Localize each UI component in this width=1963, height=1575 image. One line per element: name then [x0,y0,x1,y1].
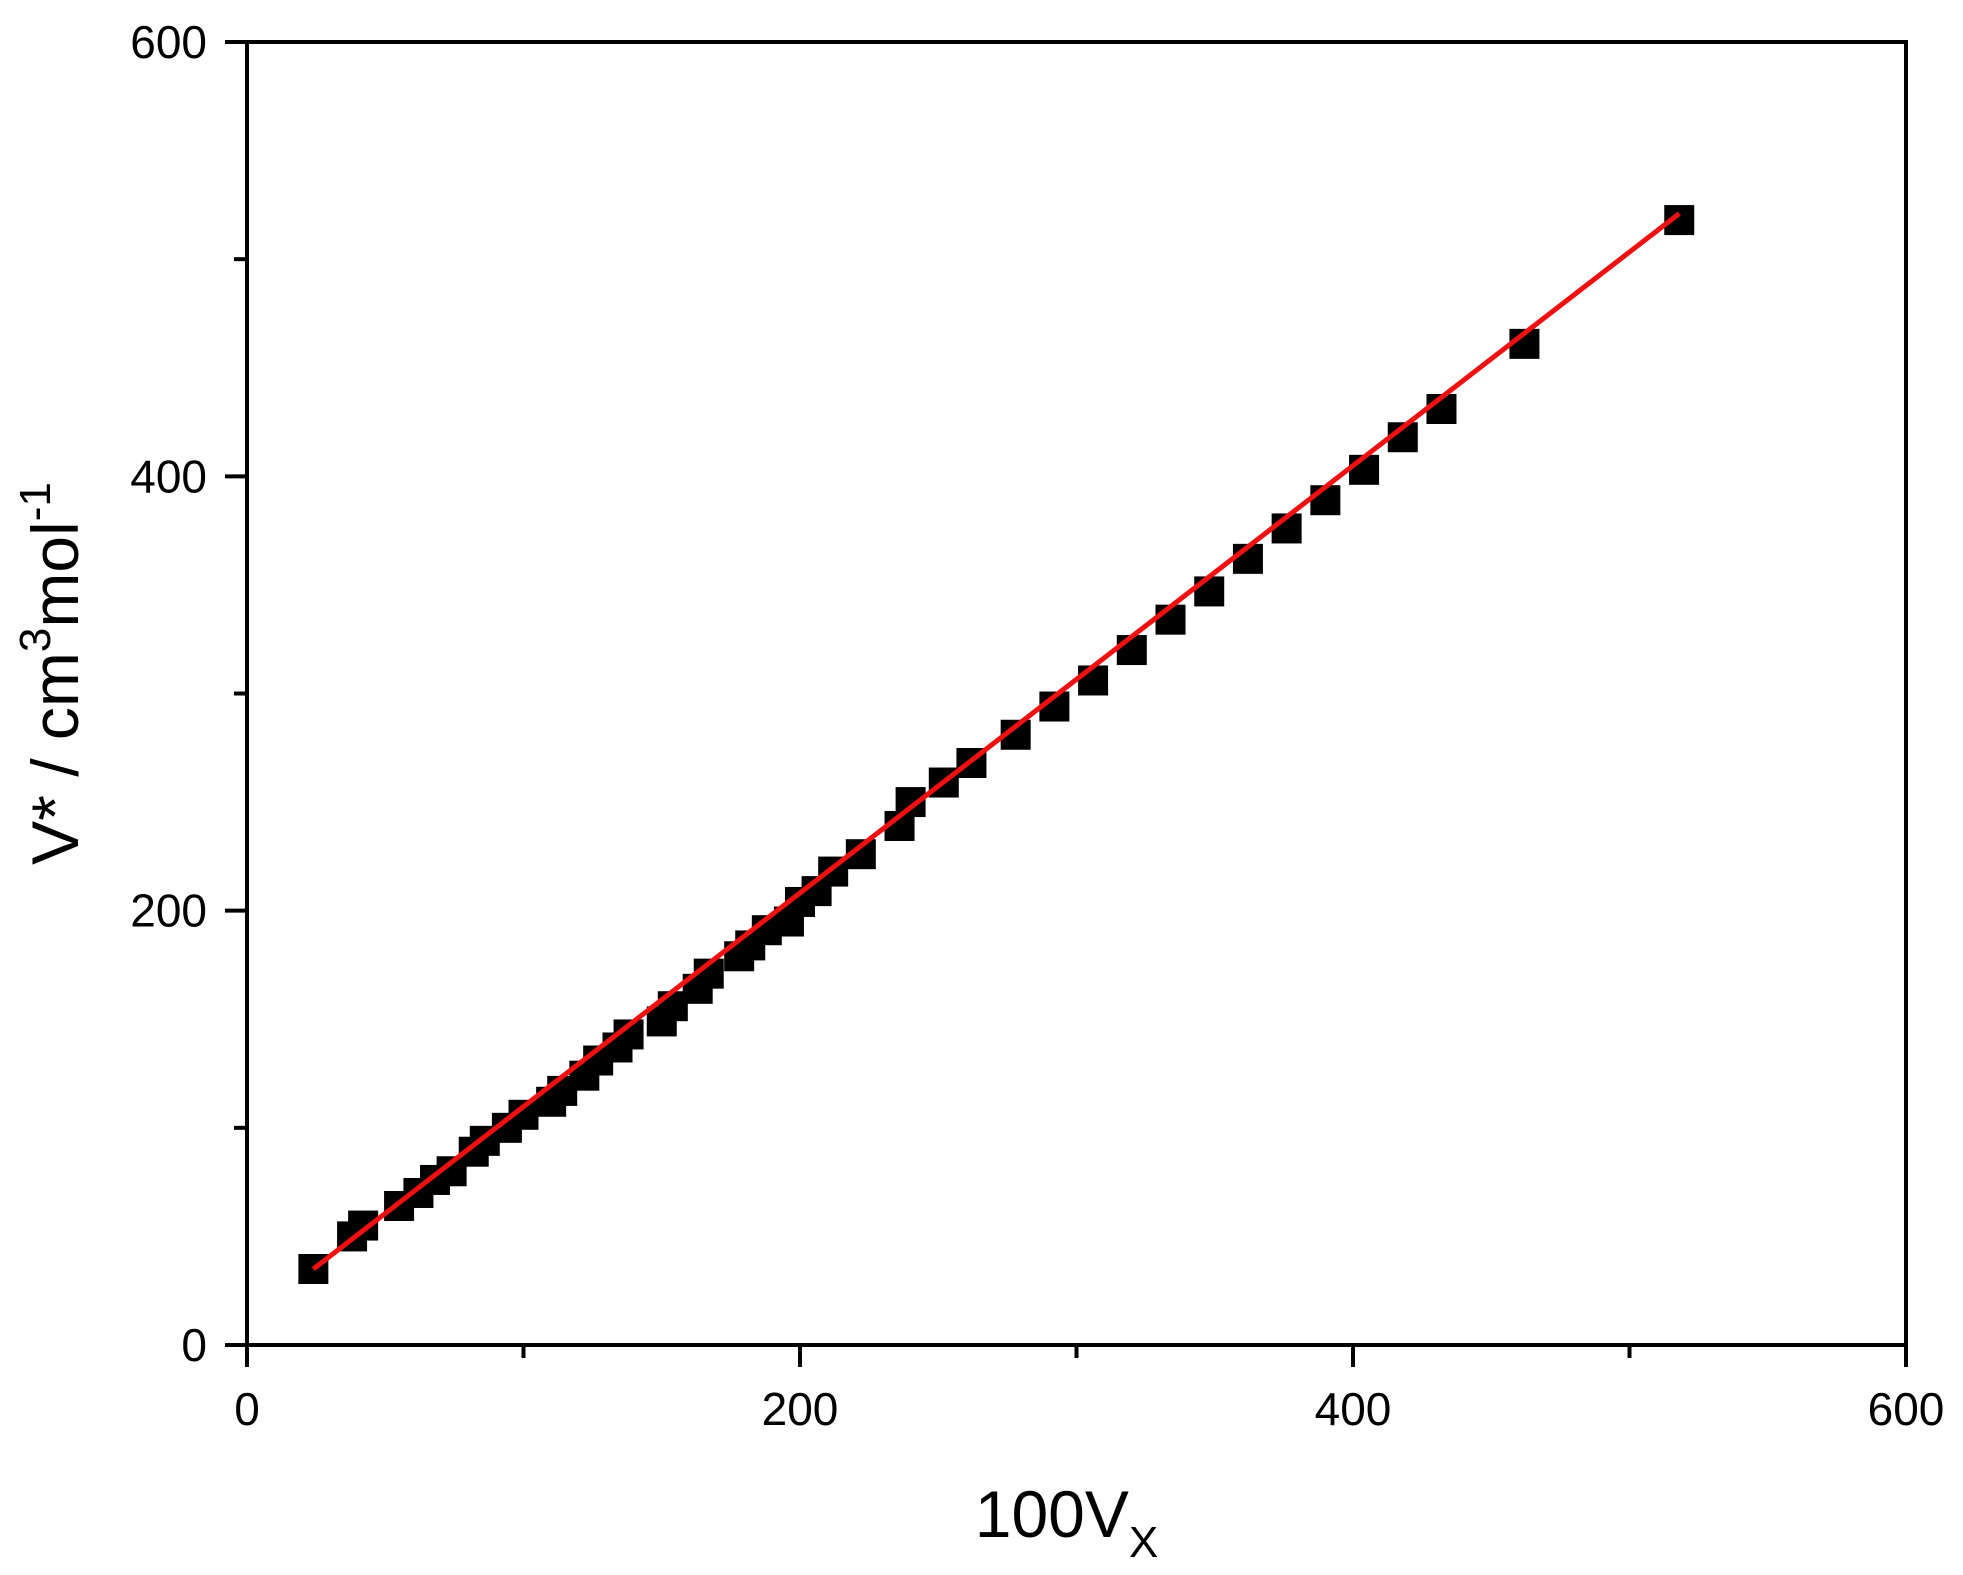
y-tick-label: 0 [181,1319,207,1371]
x-tick-label: 200 [762,1383,839,1435]
data-point [1078,665,1109,696]
axis-ticks [225,40,1908,1367]
data-point [1310,485,1341,516]
tick-labels: 0 200 400 600 0 200 400 600 [130,16,1944,1435]
y-axis-title: V* / cm3mol-1 [11,482,92,865]
y-axis-title-main: V* / cm [18,652,92,865]
fit-line-layer [311,211,1681,1271]
y-axis-title-sup-minus1: -1 [11,482,60,521]
x-tick-label: 400 [1315,1383,1392,1435]
fit-line [311,211,1681,1271]
y-tick-label: 200 [130,885,207,937]
plot-frame [245,40,1908,1347]
y-tick-label: 400 [130,450,207,502]
data-point [1116,635,1147,666]
x-axis-title: 100VX [975,1477,1159,1567]
y-tick-label: 600 [130,16,207,68]
x-axis-title-main: 100V [975,1477,1129,1551]
y-axis-title-sup-3: 3 [11,628,60,652]
x-tick-label: 600 [1868,1383,1945,1435]
x-axis-title-subscript: X [1129,1518,1158,1567]
y-axis-title-mol: mol [18,521,92,627]
x-tick-label: 0 [234,1383,260,1435]
data-point [1194,576,1225,607]
